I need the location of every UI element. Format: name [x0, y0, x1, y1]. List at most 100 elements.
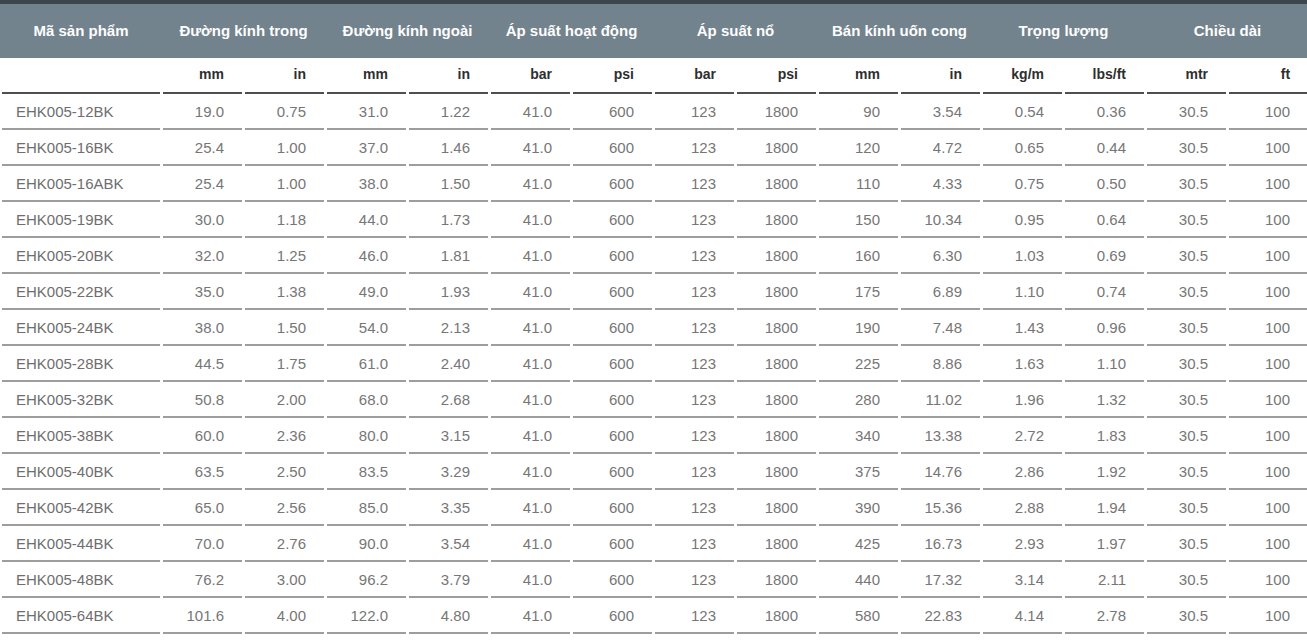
- product-code-cell: EHK005-38BK: [2, 418, 160, 454]
- unit-header: mtr: [1147, 58, 1226, 94]
- cell-value: 0.54: [983, 94, 1062, 130]
- cell-value: 6.89: [901, 274, 980, 310]
- product-code-cell: EHK005-80BK: [2, 634, 160, 642]
- cell-value: 1.22: [409, 94, 488, 130]
- cell-value: 1800: [737, 130, 816, 166]
- cell-value: 38.0: [163, 310, 242, 346]
- cell-value: 0.75: [245, 94, 324, 130]
- cell-value: 122.0: [327, 598, 406, 634]
- cell-value: 30.5: [1147, 166, 1226, 202]
- cell-value: 14.76: [901, 454, 980, 490]
- unit-header: in: [901, 58, 980, 94]
- cell-value: 100: [1229, 238, 1307, 274]
- cell-value: 30.5: [1147, 310, 1226, 346]
- cell-value: 76.2: [163, 562, 242, 598]
- cell-value: 0.36: [1065, 94, 1144, 130]
- cell-value: 1800: [737, 454, 816, 490]
- cell-value: 41.0: [491, 418, 570, 454]
- cell-value: 340: [819, 418, 898, 454]
- table-row: EHK005-12BK19.00.7531.01.2241.0600123180…: [2, 94, 1307, 130]
- cell-value: 41.0: [491, 310, 570, 346]
- cell-value: 100: [1229, 274, 1307, 310]
- product-code-cell: EHK005-24BK: [2, 310, 160, 346]
- cell-value: 4.60: [1065, 634, 1144, 642]
- cell-value: 100: [1229, 454, 1307, 490]
- cell-value: 96.2: [327, 562, 406, 598]
- cell-value: 4.00: [245, 598, 324, 634]
- cell-value: 123: [655, 490, 734, 526]
- table-row: EHK005-40BK63.52.5083.53.2941.0600123180…: [2, 454, 1307, 490]
- cell-value: 30.5: [1147, 562, 1226, 598]
- cell-value: 4.33: [901, 166, 980, 202]
- cell-value: 123: [655, 130, 734, 166]
- cell-value: 100: [1229, 310, 1307, 346]
- cell-value: 41.0: [491, 202, 570, 238]
- cell-value: 100: [1229, 130, 1307, 166]
- cell-value: 31.0: [327, 94, 406, 130]
- cell-value: 0.95: [983, 202, 1062, 238]
- cell-value: 7.48: [901, 310, 980, 346]
- cell-value: 120: [819, 130, 898, 166]
- cell-value: 37.0: [327, 130, 406, 166]
- column-group-header: Chiều dài: [1147, 4, 1307, 58]
- cell-value: 1.10: [983, 274, 1062, 310]
- cell-value: 41.0: [491, 274, 570, 310]
- group-header-row: Mã sản phẩm Đường kính trongĐường kính n…: [2, 4, 1307, 58]
- cell-value: 0.69: [1065, 238, 1144, 274]
- cell-value: 160: [819, 238, 898, 274]
- cell-value: 1.97: [1065, 526, 1144, 562]
- column-group-header: Áp suất nổ: [655, 4, 816, 58]
- column-group-header: Áp suất hoạt động: [491, 4, 652, 58]
- cell-value: 16.73: [901, 526, 980, 562]
- cell-value: 30.5: [1147, 130, 1226, 166]
- product-code-cell: EHK005-48BK: [2, 562, 160, 598]
- table-row: EHK005-22BK35.01.3849.01.9341.0600123180…: [2, 274, 1307, 310]
- cell-value: 30.5: [1147, 346, 1226, 382]
- cell-value: 123: [655, 382, 734, 418]
- product-code-cell: EHK005-16ABK: [2, 166, 160, 202]
- cell-value: 1.75: [245, 346, 324, 382]
- cell-value: 30.5: [1147, 598, 1226, 634]
- cell-value: 600: [573, 598, 652, 634]
- cell-value: 35.0: [163, 274, 242, 310]
- cell-value: 127.0: [163, 634, 242, 642]
- cell-value: 2.68: [409, 382, 488, 418]
- cell-value: 190: [819, 310, 898, 346]
- cell-value: 600: [573, 418, 652, 454]
- cell-value: 1.96: [983, 382, 1062, 418]
- cell-value: 100: [1229, 562, 1307, 598]
- table-header: Mã sản phẩm Đường kính trongĐường kính n…: [2, 4, 1307, 94]
- table-row: EHK005-19BK30.01.1844.01.7341.0600123180…: [2, 202, 1307, 238]
- cell-value: 41.0: [491, 454, 570, 490]
- unit-header: mm: [163, 58, 242, 94]
- cell-value: 225: [819, 346, 898, 382]
- cell-value: 25.4: [163, 166, 242, 202]
- table-row: EHK005-16BK25.41.0037.01.4641.0600123180…: [2, 130, 1307, 166]
- cell-value: 1800: [737, 562, 816, 598]
- cell-value: 80.0: [327, 418, 406, 454]
- cell-value: 100: [1229, 382, 1307, 418]
- cell-value: 600: [573, 382, 652, 418]
- cell-value: 600: [573, 490, 652, 526]
- cell-value: 600: [573, 238, 652, 274]
- cell-value: 600: [573, 346, 652, 382]
- cell-value: 8.86: [901, 346, 980, 382]
- unit-header-row: mminmminbarpsibarpsimminkg/mlbs/ftmtrft: [2, 58, 1307, 94]
- column-group-header: Bán kính uốn cong: [819, 4, 980, 58]
- cell-value: 1.50: [409, 166, 488, 202]
- cell-value: 44.0: [327, 202, 406, 238]
- cell-value: 17.32: [901, 562, 980, 598]
- unit-header: bar: [655, 58, 734, 94]
- cell-value: 1800: [737, 274, 816, 310]
- cell-value: 30.5: [1147, 634, 1226, 642]
- cell-value: 90.0: [327, 526, 406, 562]
- cell-value: 123: [655, 310, 734, 346]
- unit-header: in: [245, 58, 324, 94]
- cell-value: 5.00: [245, 634, 324, 642]
- cell-value: 600: [573, 526, 652, 562]
- cell-value: 440: [819, 562, 898, 598]
- cell-value: 3.00: [245, 562, 324, 598]
- cell-value: 123: [655, 526, 734, 562]
- cell-value: 2.86: [983, 454, 1062, 490]
- cell-value: 1.00: [245, 130, 324, 166]
